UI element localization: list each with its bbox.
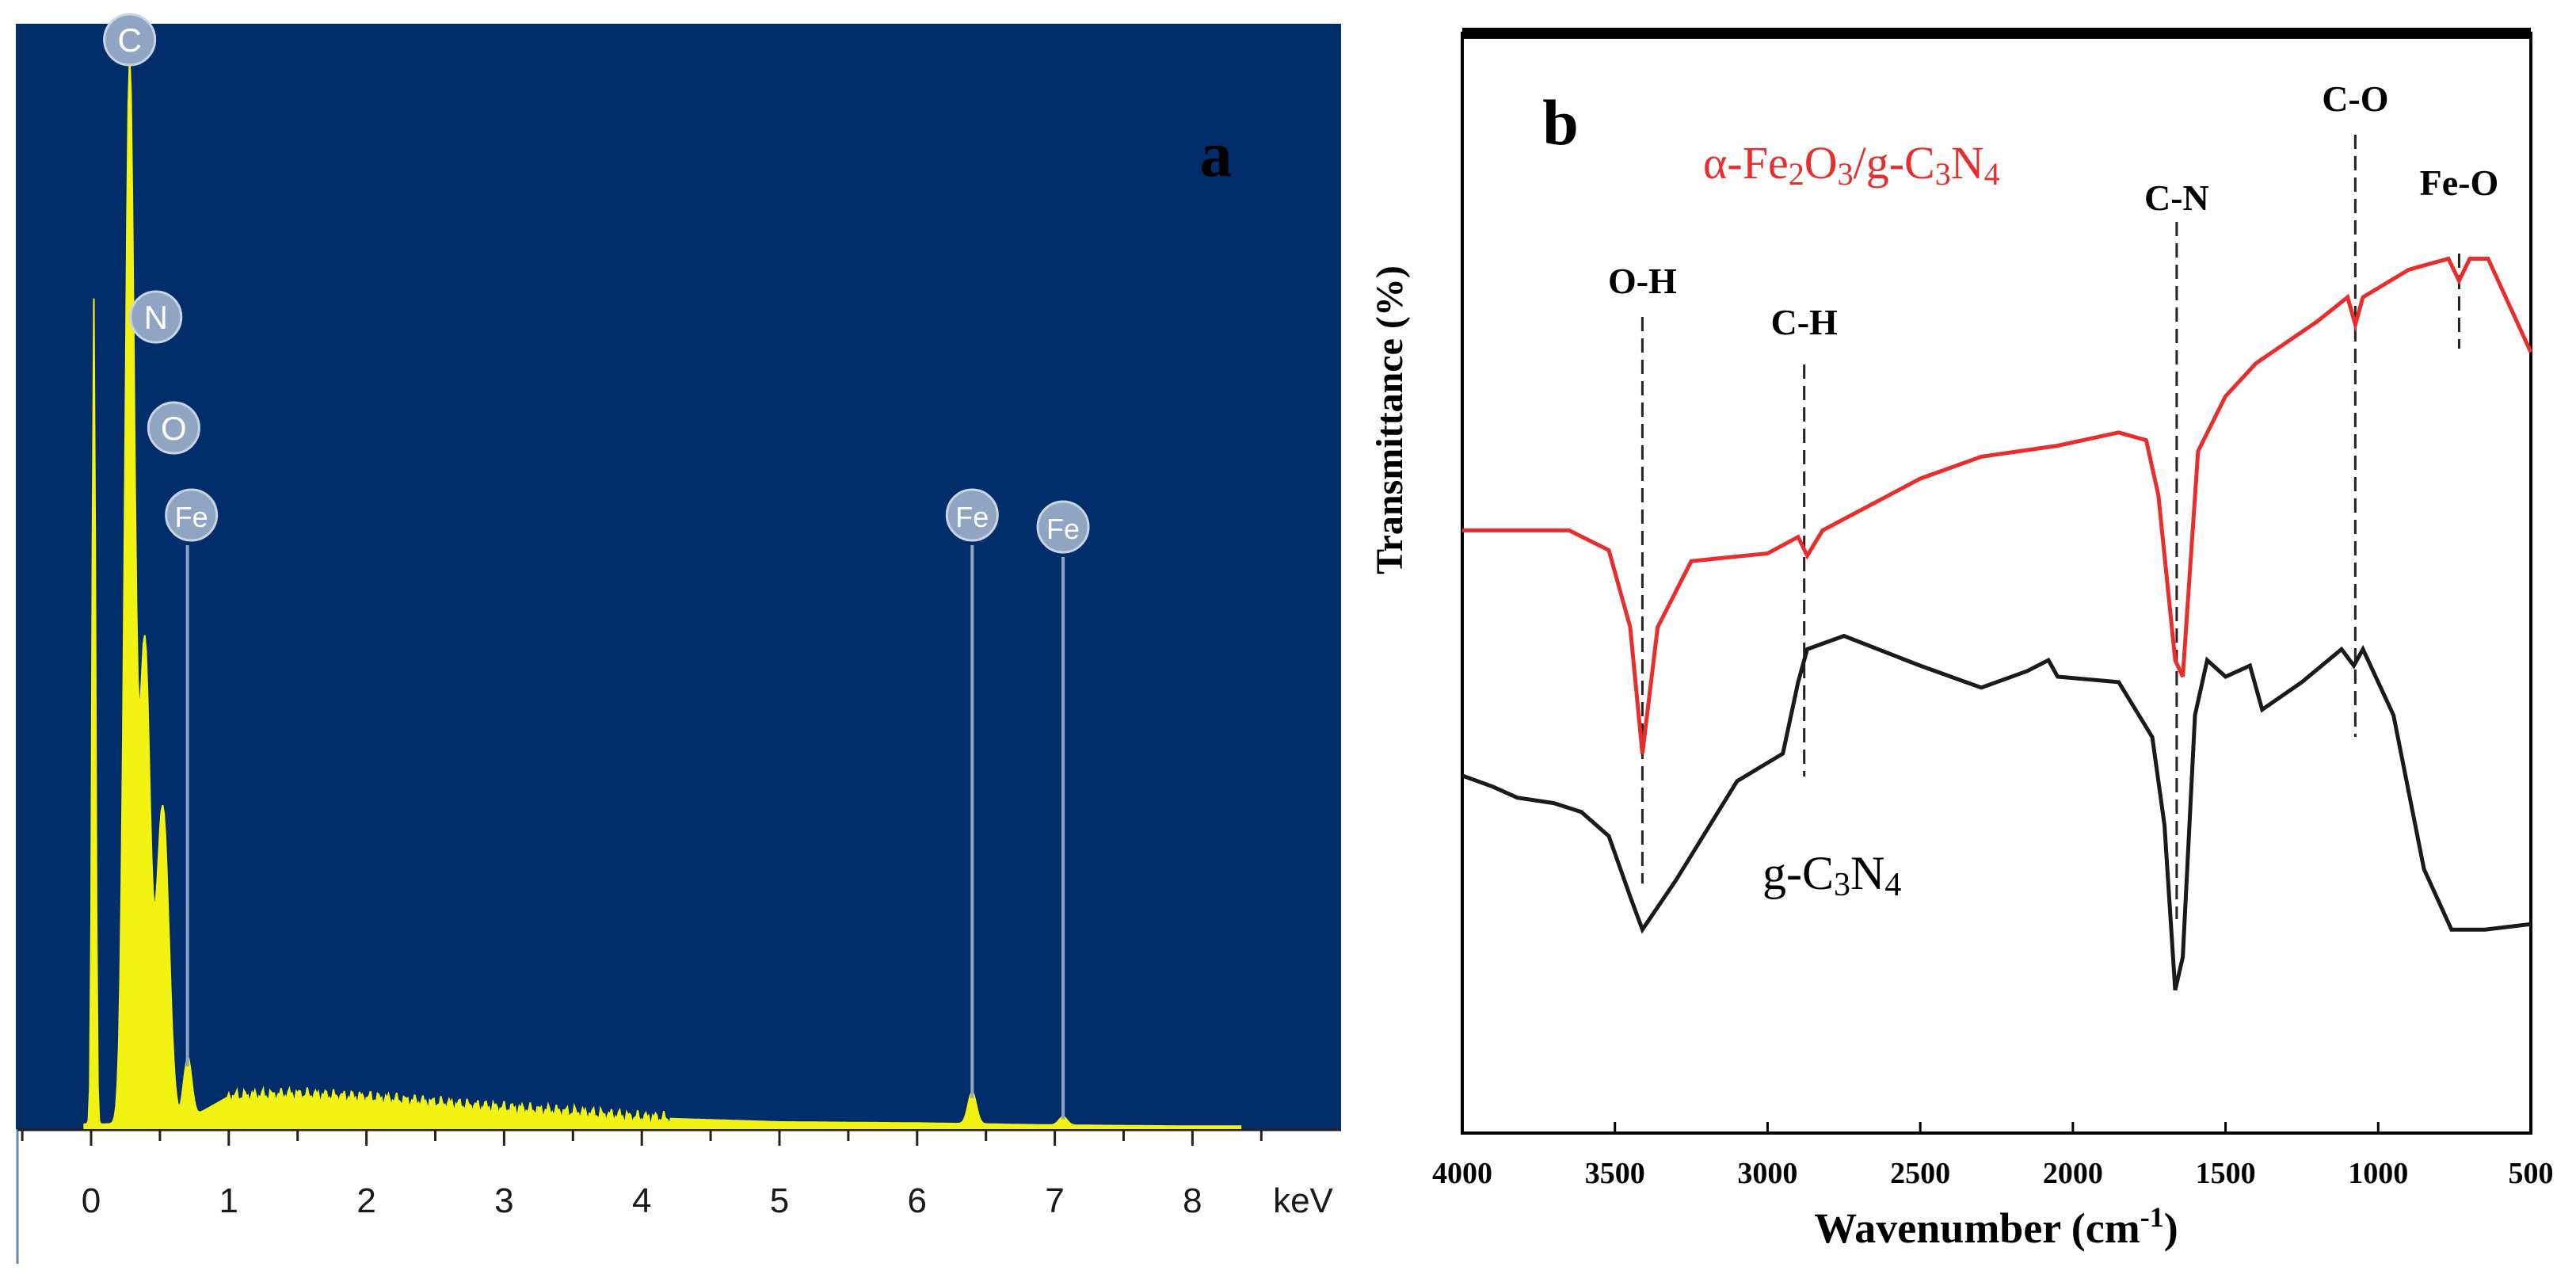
ftir-y-axis-label: Transmittance (%) — [1369, 265, 1411, 574]
eds-axis-unit: keV — [1273, 1181, 1333, 1220]
eds-axis-area — [16, 1129, 1341, 1264]
ftir-x-axis-label: Wavenumber (cm-1) — [1814, 1201, 2178, 1252]
eds-tick-label: 6 — [908, 1181, 927, 1220]
ftir-tick-label: 2000 — [2043, 1157, 2103, 1190]
ftir-x-ticks: 4000 3500 3000 2500 2000 1500 1000 500 — [1432, 1122, 2554, 1190]
ftir-band-markers — [1640, 135, 2460, 919]
eds-peak-marker-fe: Fe — [945, 488, 999, 1098]
ftir-tick-label: 500 — [2509, 1157, 2554, 1190]
ftir-band-label: Fe-O — [2420, 162, 2499, 203]
ftir-tick-label: 1500 — [2196, 1157, 2256, 1190]
ftir-tick-label: 3000 — [1737, 1157, 1797, 1190]
eds-tick-label: 8 — [1183, 1181, 1202, 1220]
eds-peak-label: O — [161, 410, 187, 447]
eds-tick-label: 4 — [632, 1181, 651, 1220]
eds-plot-background — [16, 24, 1341, 1129]
eds-tick-label: 7 — [1045, 1181, 1064, 1220]
eds-tick-label: 1 — [219, 1181, 238, 1220]
eds-peak-label: Fe — [955, 501, 989, 533]
ftir-tick-label: 4000 — [1432, 1157, 1492, 1190]
eds-tick-label: 2 — [356, 1181, 375, 1220]
ftir-band-label: C-N — [2144, 177, 2209, 218]
eds-peak-label: Fe — [1046, 513, 1080, 545]
ftir-series-label-gc3n4: g-C3N4 — [1762, 847, 1901, 903]
eds-peak-label: C — [117, 21, 141, 59]
ftir-series-label-fe2o3-gc3n4: α-Fe2O3/g-C3N4 — [1703, 137, 2000, 192]
eds-peak-marker-n: N — [129, 290, 183, 344]
eds-tick-label: 0 — [82, 1181, 101, 1220]
ftir-band-labels: O-H C-H C-N C-O Fe-O — [1608, 78, 2498, 342]
eds-spectrum-fill — [83, 58, 1242, 1129]
eds-peak-marker-fe: Fe — [1036, 500, 1090, 1120]
ftir-band-label: O-H — [1608, 261, 1677, 301]
ftir-plot-frame — [1461, 32, 2532, 1135]
ftir-tick-label: 3500 — [1585, 1157, 1645, 1190]
eds-x-ticks: 0 1 2 3 4 5 6 7 8 keV — [21, 1130, 1334, 1220]
eds-panel-label: a — [1200, 118, 1233, 190]
eds-peak-marker-fe: Fe — [165, 488, 219, 1067]
ftir-panel: 4000 3500 3000 2500 2000 1500 1000 500 O-H C-H C-… — [1369, 28, 2554, 1252]
ftir-tick-label: 1000 — [2348, 1157, 2408, 1190]
eds-peak-label: Fe — [175, 501, 208, 533]
eds-peak-label: N — [144, 299, 168, 336]
ftir-series-gc3n4 — [1461, 633, 2532, 991]
ftir-band-label: C-H — [1771, 302, 1839, 342]
eds-panel: 0 1 2 3 4 5 6 7 8 keV C N O Fe Fe Fe a — [16, 13, 1341, 1264]
eds-peak-labels: C N O Fe Fe Fe — [103, 13, 1090, 1120]
ftir-panel-label: b — [1542, 86, 1579, 158]
eds-peak-marker-o: O — [147, 401, 200, 455]
eds-tick-label: 5 — [770, 1181, 789, 1220]
ftir-series-fe2o3-gc3n4 — [1462, 256, 2533, 754]
ftir-tick-label: 2500 — [1890, 1157, 1950, 1190]
ftir-band-label: C-O — [2322, 78, 2388, 119]
eds-tick-label: 3 — [494, 1181, 513, 1220]
eds-peak-marker-c: C — [103, 13, 157, 67]
